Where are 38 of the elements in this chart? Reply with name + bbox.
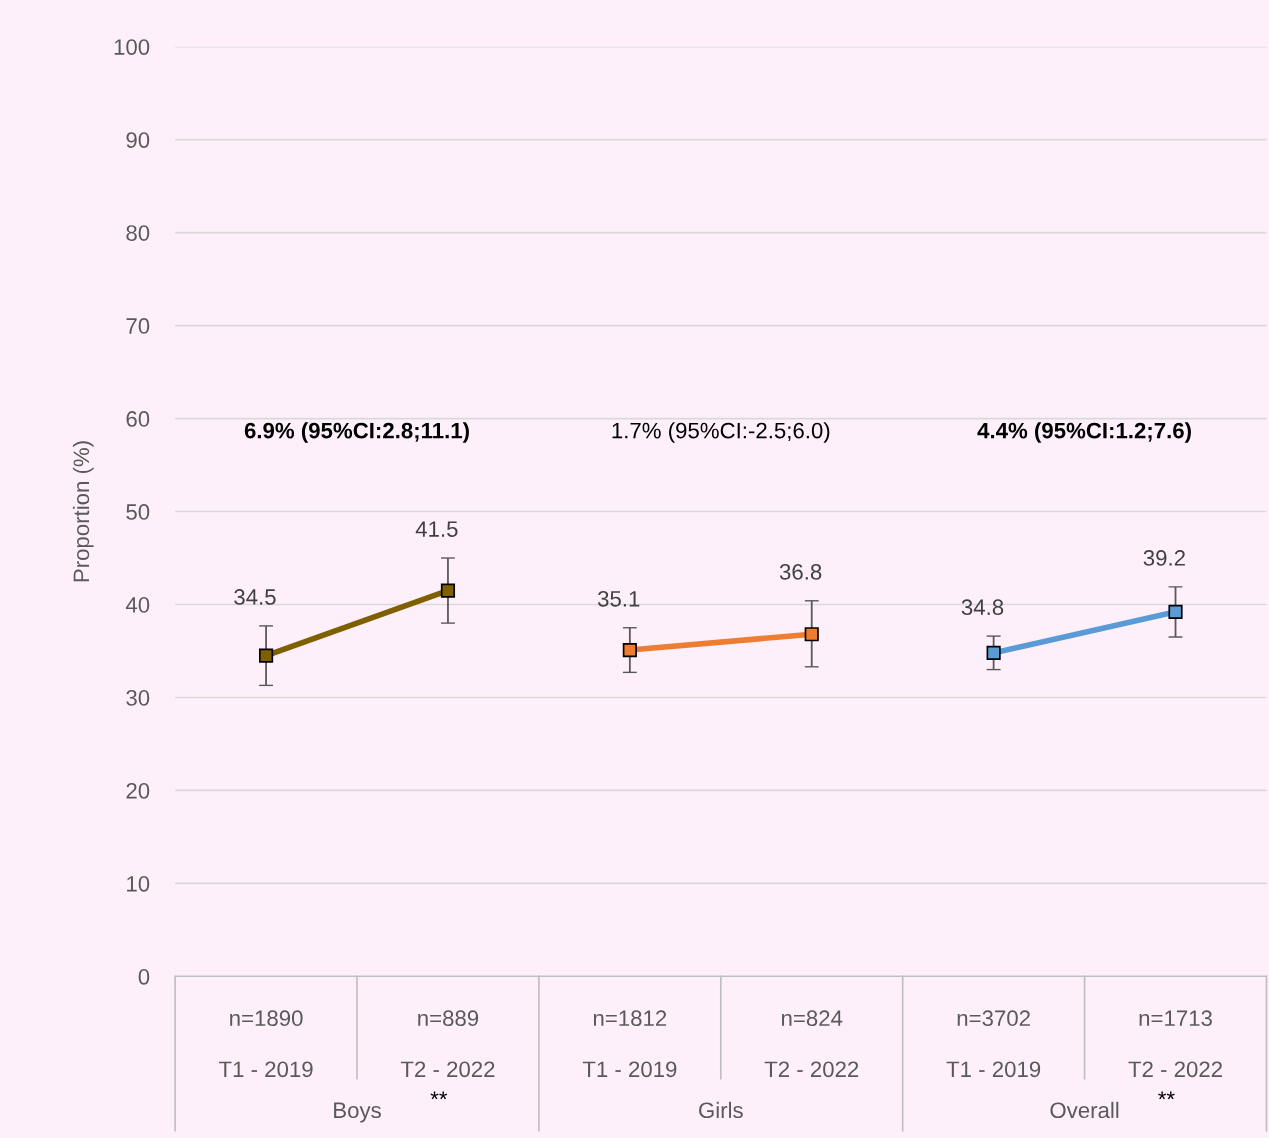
text: Girls (699, 1101, 743, 1119)
y-tick-label: 30 (126, 690, 150, 706)
category-label: n=3702 T1 - 2019 (946, 1010, 1041, 1078)
point (258, 648, 274, 663)
data-label: 41.5 (415, 521, 458, 537)
category-label: n=824 T2 - 2022 (764, 1010, 859, 1078)
annotation: 6.9% (95%CI:2.8;11.1) (244, 422, 469, 443)
data-label: 35.1 (597, 590, 640, 607)
y-tick-label: 0 (138, 968, 150, 985)
category-label: n=889 T2 - 2022 (400, 1010, 495, 1078)
text: Overall (1050, 1101, 1119, 1119)
point (622, 642, 637, 658)
category-label: n=1890 T1 - 2019 (219, 1010, 313, 1078)
category-label: n=1812 T1 - 2019 (582, 1010, 677, 1078)
text: Boys (334, 1102, 381, 1123)
y-tick-label: 90 (126, 132, 150, 148)
text: ** (430, 1091, 448, 1100)
point (440, 583, 456, 598)
data-label: 34.8 (961, 599, 1004, 616)
data-label: 34.5 (234, 589, 276, 605)
annotation: 4.4% (95%CI:1.2;7.6) (977, 422, 1191, 443)
point (986, 645, 1001, 660)
point (1168, 604, 1183, 620)
y-tick-label: 10 (127, 875, 150, 892)
y-tick-label: 40 (125, 597, 150, 613)
annotation: 1.7% (95%CI:-2.5;6.0) (612, 422, 830, 443)
y-tick-label: 80 (126, 225, 150, 241)
text: ** (1158, 1091, 1175, 1100)
y-tick-label: 70 (126, 318, 150, 334)
y-tick-label: 100 (114, 39, 150, 55)
y-tick-label: 20 (126, 782, 150, 799)
point (804, 627, 819, 642)
category-label: n=1713 T2 - 2022 (1128, 1010, 1222, 1078)
y-tick-label: 50 (126, 504, 150, 520)
data-label: 36.8 (779, 563, 822, 580)
y-tick-label: 60 (126, 411, 150, 427)
data-label: 39.2 (1143, 550, 1185, 566)
y-axis-title: Proportion (%) (72, 441, 94, 582)
